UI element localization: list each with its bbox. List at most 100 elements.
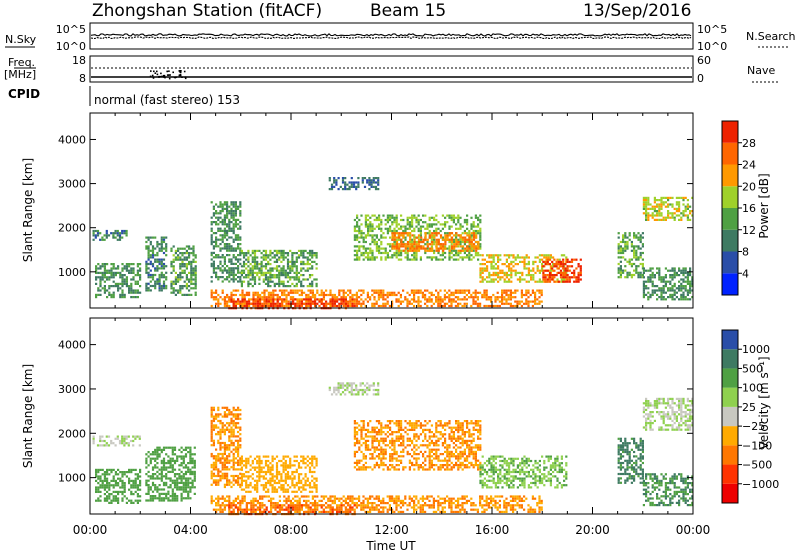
freq-scatter-point	[152, 77, 155, 79]
station-title: Zhongshan Station (fitACF)	[92, 1, 322, 21]
velocity-colorbar-tick-label: 100	[742, 382, 763, 395]
velocity-echo-region	[642, 397, 694, 431]
freq-scatter-point	[166, 70, 168, 73]
x-axis-labels: 00:00 04:00 08:00 12:00 16:00 20:00 00:00	[73, 523, 711, 537]
nsky-label: N.Sky	[5, 33, 37, 46]
freq-trace	[91, 67, 692, 80]
velocity-echo-region	[145, 446, 196, 502]
power-x-ticks	[89, 113, 694, 308]
freq-scatter-point	[167, 74, 170, 76]
x-tick-label: 08:00	[274, 523, 309, 537]
power-ytick-label: 2000	[58, 222, 86, 235]
power-y-label: Slant Range [km]	[21, 158, 35, 262]
power-colorbar-swatch	[722, 208, 738, 230]
power-y-axis: 1000 2000 3000 4000	[58, 133, 693, 279]
freq-scatter-point	[163, 76, 165, 78]
freq-scatter-point	[183, 70, 186, 73]
nsearch-tick-top: 10^5	[697, 23, 727, 36]
freq-tick-bottom: 8	[79, 72, 86, 85]
power-echo-region	[92, 229, 128, 241]
freq-scatter-point	[156, 70, 158, 73]
freq-scatter-point	[172, 71, 174, 74]
velocity-echo-region	[240, 455, 318, 493]
velocity-colorbar-swatch	[722, 368, 738, 388]
freq-scatter-point	[168, 77, 171, 80]
power-colorbar-swatch	[722, 251, 738, 274]
power-ytick-label: 3000	[58, 178, 86, 191]
power-ytick-label: 4000	[58, 133, 86, 146]
power-echo-region	[391, 232, 480, 252]
power-echo-region	[240, 249, 318, 288]
freq-scatter-point	[184, 76, 187, 78]
x-tick-label: 16:00	[475, 523, 510, 537]
nave-tick-bottom: 0	[697, 72, 704, 85]
freq-scatter-point	[166, 74, 169, 76]
power-echo-region	[210, 201, 242, 283]
velocity-echo-region	[210, 406, 242, 489]
velocity-colorbar: 1000 500 100 25 −25 −100 −500 −1000	[721, 329, 779, 504]
freq-scatter-point	[149, 75, 152, 78]
velocity-panel: 1000 2000 3000 4000 Slant Range [km] 1000 50…	[21, 317, 779, 516]
x-tick-label: 00:00	[73, 523, 108, 537]
freq-scatter-point	[154, 72, 157, 74]
power-echo-region	[617, 232, 644, 279]
power-echoes	[92, 177, 694, 310]
velocity-colorbar-tick-label: 500	[742, 362, 763, 375]
power-echo-region	[542, 258, 582, 283]
power-echo-region	[95, 263, 142, 299]
velocity-colorbar-swatch	[722, 349, 738, 369]
velocity-colorbar-frame	[721, 329, 739, 504]
velocity-colorbar-swatch	[722, 464, 738, 484]
velocity-colorbar-tick-label: 25	[742, 401, 756, 414]
nsearch-line	[90, 36, 692, 40]
velocity-echo-region	[642, 473, 694, 507]
velocity-colorbar-swatch	[722, 426, 738, 446]
velocity-y-label: Slant Range [km]	[21, 364, 35, 468]
freq-scatter-point	[180, 70, 182, 72]
velocity-ytick-label: 2000	[58, 427, 86, 440]
nsky-strip-frame	[89, 22, 694, 50]
power-colorbar-tick-label: 8	[742, 246, 749, 259]
power-echo-region	[642, 267, 694, 301]
velocity-colorbar-swatch	[722, 387, 738, 407]
freq-strip-frame	[89, 55, 694, 83]
x-tick-label: 12:00	[374, 523, 409, 537]
velocity-colorbar-label: Velocity [m s⁻¹]	[757, 356, 771, 449]
freq-scatter-point	[178, 74, 181, 77]
freq-scatter-point	[153, 70, 155, 73]
nsearch-label: N.Search	[746, 30, 796, 43]
velocity-echo-region	[328, 382, 380, 396]
velocity-echo-region	[479, 455, 568, 489]
freq-scatter-point	[181, 76, 183, 78]
freq-scatter-point	[184, 77, 187, 80]
nave-label: Nave	[747, 64, 775, 77]
velocity-colorbar-tick-label: −500	[742, 459, 772, 472]
velocity-colorbar-tick-label: −100	[742, 439, 772, 452]
velocity-colorbar-swatch	[722, 483, 738, 503]
velocity-ytick-label: 3000	[58, 383, 86, 396]
power-colorbar-swatch	[722, 164, 738, 187]
power-echo-region	[210, 289, 543, 308]
nave-tick-top: 60	[697, 54, 711, 67]
power-colorbar-swatch	[722, 121, 738, 143]
freq-scatter-point	[164, 76, 166, 79]
freq-scatter-point	[159, 75, 162, 78]
velocity-echoes	[92, 382, 694, 516]
power-colorbar-tick-label: 4	[742, 267, 749, 280]
freq-scatter-point	[174, 76, 177, 79]
velocity-ytick-label: 1000	[58, 472, 86, 485]
nsearch-tick-bottom: 10^0	[697, 40, 727, 53]
velocity-x-ticks	[89, 318, 694, 514]
x-tick-label: 04:00	[173, 523, 208, 537]
velocity-ytick-label: 4000	[58, 339, 86, 352]
velocity-colorbar-tick-label: −1000	[742, 478, 779, 491]
freq-scatter-point	[161, 75, 163, 78]
power-panel: 1000 2000 3000 4000 Slant Range [km] 4 8 12 16…	[21, 112, 771, 310]
velocity-frame	[89, 317, 694, 515]
freq-label: Freq.	[8, 56, 35, 69]
freq-scatter-point	[163, 74, 166, 77]
date-label: 13/Sep/2016	[583, 1, 691, 21]
power-echo-region	[328, 177, 380, 191]
nsky-line	[90, 33, 692, 37]
